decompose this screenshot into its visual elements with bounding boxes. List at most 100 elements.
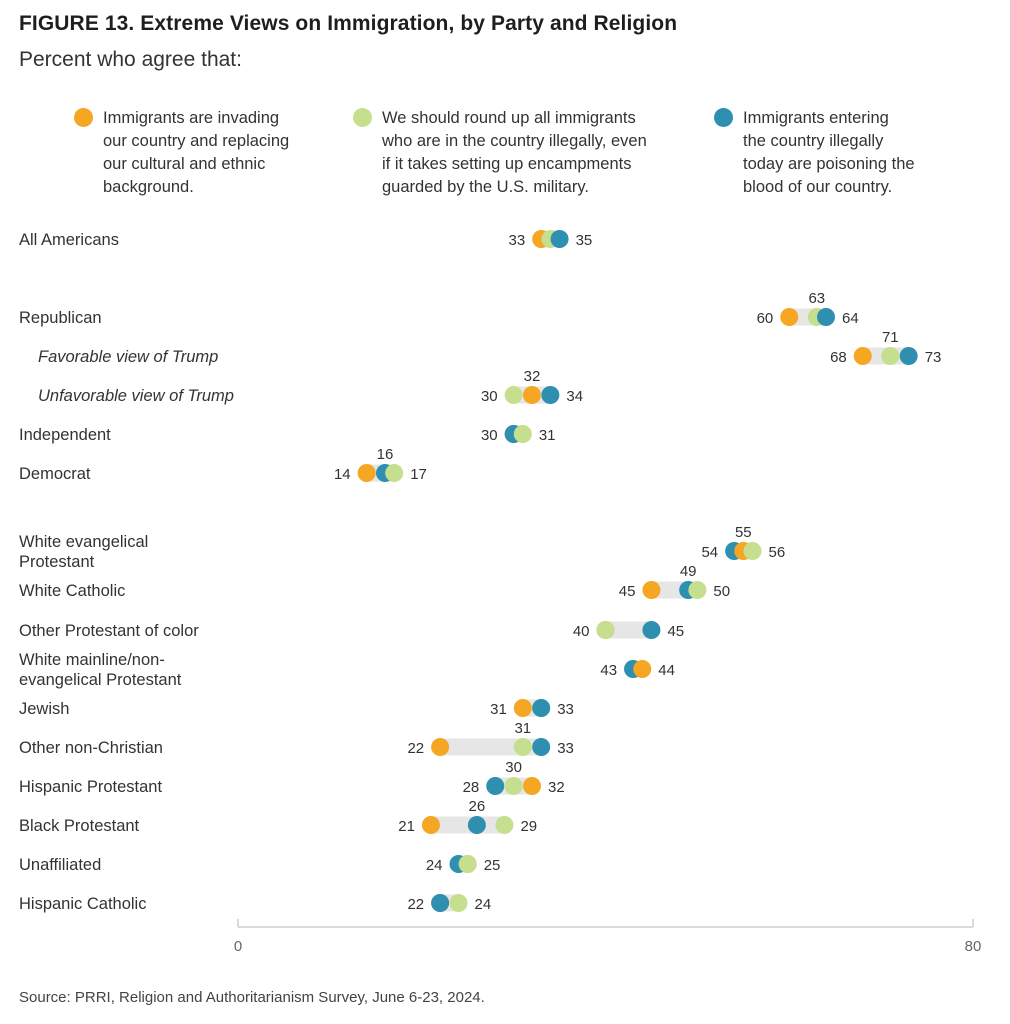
dot-invading-black-protestant <box>421 816 440 834</box>
row-label-other-non-christian: Other non-Christian <box>19 739 163 757</box>
dot-roundup-unaffiliated <box>458 855 477 873</box>
dot-invading-white-catholic <box>642 581 661 599</box>
row-label-hispanic-protestant: Hispanic Protestant <box>19 778 162 796</box>
row-label-unfavorable-view-of-trump: Unfavorable view of Trump <box>38 387 234 405</box>
dot-invading-republican <box>780 308 799 326</box>
row-label-white-mainline-non-evangelical-protestant: White mainline/non-evangelical Protestan… <box>19 651 182 689</box>
legend-item-invading: Immigrants are invading our country and … <box>74 107 289 199</box>
value-label-left-all-americans: 33 <box>509 232 526 249</box>
value-label-left-white-evangelical-protestant: 54 <box>701 544 718 561</box>
dot-poisoning-hispanic-protestant <box>486 777 505 795</box>
row-label-hispanic-catholic: Hispanic Catholic <box>19 895 146 913</box>
dot-poisoning-all-americans <box>550 230 569 248</box>
value-label-left-other-protestant-of-color: 40 <box>573 623 590 640</box>
row-label-white-evangelical-protestant: White evangelical Protestant <box>19 533 148 571</box>
value-label-right-democrat: 17 <box>410 466 427 483</box>
value-label-above-white-catholic: 49 <box>680 563 697 580</box>
value-label-left-independent: 30 <box>481 427 498 444</box>
legend-dot-teal-icon <box>714 108 733 127</box>
value-label-right-other-protestant-of-color: 45 <box>667 623 684 640</box>
legend-label-poisoning: Immigrants entering the country illegall… <box>743 109 915 196</box>
value-label-right-republican: 64 <box>842 310 859 327</box>
dot-roundup-democrat <box>385 464 404 482</box>
value-label-right-white-evangelical-protestant: 56 <box>769 544 786 561</box>
dot-poisoning-other-protestant-of-color <box>642 621 661 639</box>
value-label-right-other-non-christian: 33 <box>557 740 574 757</box>
value-label-right-unaffiliated: 25 <box>484 857 501 874</box>
row-label-other-protestant-of-color: Other Protestant of color <box>19 622 199 640</box>
value-label-right-jewish: 33 <box>557 701 574 718</box>
dot-poisoning-republican <box>817 308 835 326</box>
value-label-above-black-protestant: 26 <box>469 798 486 815</box>
value-label-left-unaffiliated: 24 <box>426 857 443 874</box>
row-label-favorable-view-of-trump: Favorable view of Trump <box>38 348 218 366</box>
dot-roundup-other-non-christian <box>513 738 532 756</box>
dot-invading-jewish <box>513 699 532 717</box>
value-label-left-republican: 60 <box>757 310 774 327</box>
x-tick-label-0: 0 <box>234 938 242 955</box>
dot-invading-unfavorable-view-of-trump <box>523 386 541 404</box>
dot-invading-other-non-christian <box>431 738 450 756</box>
value-label-right-white-catholic: 50 <box>713 583 730 600</box>
value-label-above-hispanic-protestant: 30 <box>505 759 522 776</box>
dot-poisoning-other-non-christian <box>532 738 551 756</box>
dot-poisoning-unfavorable-view-of-trump <box>541 386 560 404</box>
value-label-right-black-protestant: 29 <box>520 818 537 835</box>
value-label-left-favorable-view-of-trump: 68 <box>830 349 847 366</box>
dot-roundup-black-protestant <box>495 816 514 834</box>
dot-invading-hispanic-protestant <box>523 777 541 795</box>
value-label-above-white-evangelical-protestant: 55 <box>735 524 752 541</box>
value-label-right-hispanic-catholic: 24 <box>475 896 492 913</box>
row-label-independent: Independent <box>19 426 111 444</box>
value-label-above-unfavorable-view-of-trump: 32 <box>524 368 541 385</box>
dot-roundup-favorable-view-of-trump <box>881 347 900 365</box>
dot-roundup-white-evangelical-protestant <box>743 542 762 560</box>
row-label-white-catholic: White Catholic <box>19 582 125 600</box>
figure-title: FIGURE 13. Extreme Views on Immigration,… <box>19 12 678 35</box>
dot-poisoning-favorable-view-of-trump <box>899 347 918 365</box>
value-label-left-unfavorable-view-of-trump: 30 <box>481 388 498 405</box>
value-label-left-jewish: 31 <box>490 701 507 718</box>
value-label-right-unfavorable-view-of-trump: 34 <box>566 388 583 405</box>
value-label-above-republican: 63 <box>808 290 825 307</box>
value-label-left-democrat: 14 <box>334 466 351 483</box>
value-label-left-other-non-christian: 22 <box>407 740 424 757</box>
value-label-right-independent: 31 <box>539 427 556 444</box>
legend-item-poisoning: Immigrants entering the country illegall… <box>714 107 915 199</box>
row-label-democrat: Democrat <box>19 465 91 483</box>
dot-roundup-hispanic-protestant <box>504 777 523 795</box>
value-label-right-favorable-view-of-trump: 73 <box>925 349 942 366</box>
dot-roundup-other-protestant-of-color <box>596 621 615 639</box>
source-note: Source: PRRI, Religion and Authoritarian… <box>19 989 485 1006</box>
dot-roundup-hispanic-catholic <box>449 894 468 912</box>
value-label-right-white-mainline-non-evangelical-protestant: 44 <box>658 662 675 679</box>
value-label-left-hispanic-protestant: 28 <box>463 779 480 796</box>
dot-roundup-independent <box>513 425 532 443</box>
dot-poisoning-black-protestant <box>467 816 486 834</box>
value-label-right-hispanic-protestant: 32 <box>548 779 565 796</box>
figure-subtitle: Percent who agree that: <box>19 48 242 71</box>
dot-invading-democrat <box>357 464 376 482</box>
legend-label-roundup: We should round up all immigrants who ar… <box>382 109 647 196</box>
legend-dot-lightgreen-icon <box>353 108 372 127</box>
dot-invading-white-mainline-non-evangelical-protestant <box>633 660 652 678</box>
row-label-republican: Republican <box>19 309 102 327</box>
value-label-right-all-americans: 35 <box>576 232 593 249</box>
legend-dot-orange-icon <box>74 108 93 127</box>
row-label-all-americans: All Americans <box>19 231 119 249</box>
legend-item-roundup: We should round up all immigrants who ar… <box>353 107 647 199</box>
dot-poisoning-hispanic-catholic <box>431 894 450 912</box>
dot-poisoning-jewish <box>532 699 551 717</box>
value-label-left-white-mainline-non-evangelical-protestant: 43 <box>600 662 617 679</box>
dot-roundup-unfavorable-view-of-trump <box>504 386 523 404</box>
row-label-unaffiliated: Unaffiliated <box>19 856 101 874</box>
value-label-left-black-protestant: 21 <box>398 818 415 835</box>
value-label-left-hispanic-catholic: 22 <box>407 896 424 913</box>
x-tick-label-80: 80 <box>965 938 982 955</box>
row-label-black-protestant: Black Protestant <box>19 817 140 835</box>
value-label-left-white-catholic: 45 <box>619 583 636 600</box>
dot-invading-favorable-view-of-trump <box>853 347 872 365</box>
row-label-jewish: Jewish <box>19 700 69 718</box>
value-label-above-democrat: 16 <box>377 446 394 463</box>
